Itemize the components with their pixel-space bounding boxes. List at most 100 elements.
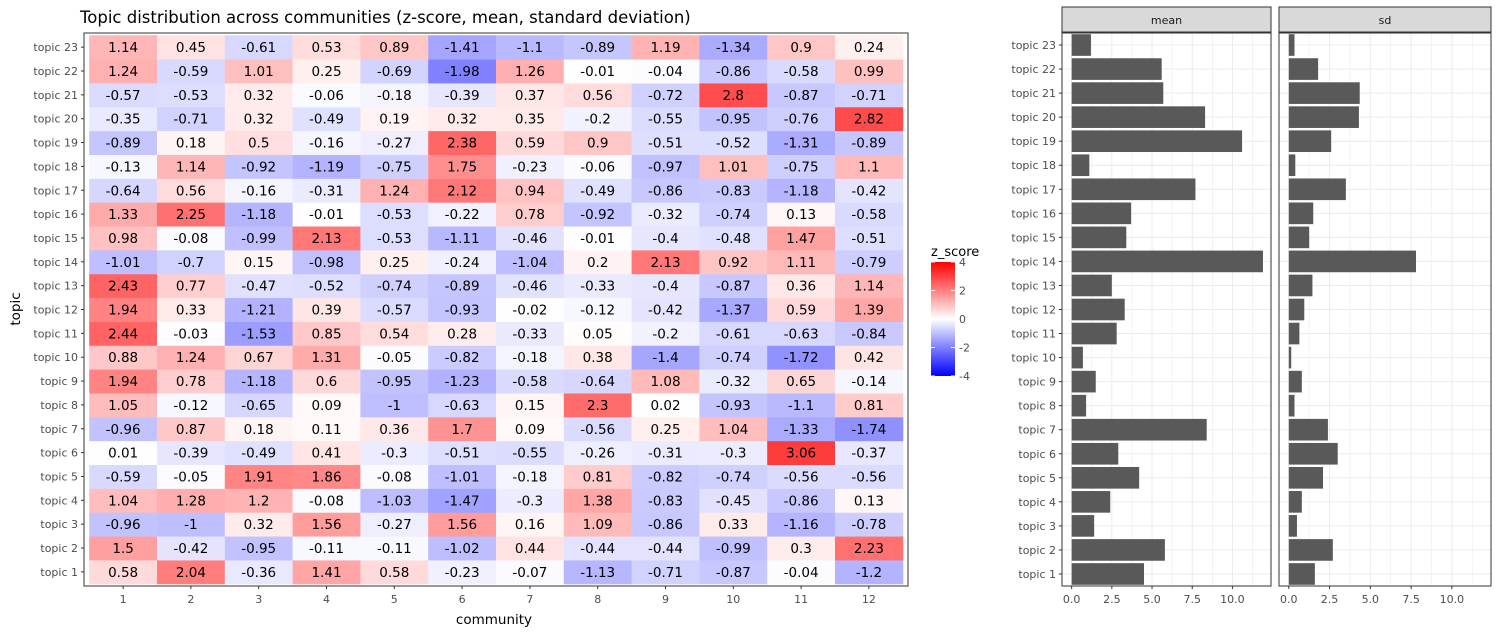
heatmap-cell xyxy=(767,154,836,179)
heatmap-value-label: -0.03 xyxy=(173,326,208,342)
heatmap-value-label: 0.58 xyxy=(108,565,138,581)
heatmap-value-label: 0.25 xyxy=(379,255,409,271)
heatmap-cell xyxy=(360,202,429,227)
heatmap-cell xyxy=(835,249,904,275)
heatmap-cell xyxy=(496,440,565,466)
heatmap-cell xyxy=(89,35,158,60)
heatmap-value-label: -0.46 xyxy=(512,231,547,247)
heatmap-cell xyxy=(563,559,633,585)
x-tick-label: 10.0 xyxy=(1220,593,1245,606)
heatmap-value-label: -1.21 xyxy=(241,303,276,319)
heatmap-value-label: -0.31 xyxy=(648,446,683,462)
heatmap-cell xyxy=(496,273,565,299)
heatmap-cell xyxy=(835,106,904,132)
heatmap-value-label: -1.1 xyxy=(517,40,543,56)
heatmap-cell xyxy=(157,59,226,84)
heatmap-cell xyxy=(835,297,904,322)
heatmap-value-label: -0.89 xyxy=(580,40,615,56)
y-tick-label: topic 21 xyxy=(1011,87,1056,100)
sd-bar xyxy=(1288,322,1300,345)
heatmap-value-label: -0.58 xyxy=(512,374,547,390)
heatmap-value-label: -1.74 xyxy=(851,422,886,438)
heatmap-value-label: -0.18 xyxy=(512,469,547,485)
heatmap-cell xyxy=(563,392,633,418)
heatmap-cell xyxy=(292,249,361,275)
heatmap-value-label: -1.2 xyxy=(856,565,882,581)
heatmap-cell xyxy=(292,536,361,561)
heatmap-cell xyxy=(89,82,158,108)
heatmap-cell xyxy=(699,512,768,537)
x-tick-label: 5.0 xyxy=(1143,593,1161,606)
mean-bar xyxy=(1071,178,1196,201)
heatmap-cell xyxy=(157,416,226,442)
heatmap-value-label: -0.47 xyxy=(241,279,276,295)
heatmap-value-label: -0.97 xyxy=(648,159,683,175)
heatmap-value-label: 0.78 xyxy=(176,374,206,390)
heatmap-cell xyxy=(292,321,361,346)
heatmap-cell xyxy=(157,464,226,489)
heatmap-value-label: -0.61 xyxy=(241,40,276,56)
heatmap-cell xyxy=(224,35,294,60)
heatmap-value-label: -0.82 xyxy=(648,469,683,485)
heatmap-cell xyxy=(224,106,294,132)
heatmap-value-label: 2.38 xyxy=(447,136,477,152)
sd-bar xyxy=(1288,202,1314,225)
heatmap-cell xyxy=(224,82,294,108)
heatmap-value-label: -0.59 xyxy=(173,64,208,80)
heatmap-value-label: -0.89 xyxy=(445,279,480,295)
y-tick-label: topic 20 xyxy=(33,113,78,126)
heatmap-cell xyxy=(89,202,158,227)
y-tick-label: topic 1 xyxy=(40,566,78,579)
heatmap-value-label: -0.22 xyxy=(445,207,480,223)
heatmap-cell xyxy=(563,202,633,227)
heatmap-cell xyxy=(767,464,836,489)
heatmap-cell xyxy=(767,273,836,299)
heatmap-value-label: -0.55 xyxy=(512,446,547,462)
heatmap-value-label: -0.11 xyxy=(309,541,344,557)
heatmap-cell xyxy=(767,369,836,394)
heatmap-cell xyxy=(428,249,497,275)
y-tick-label: topic 23 xyxy=(1011,39,1056,52)
heatmap-value-label: -0.95 xyxy=(377,374,412,390)
heatmap-cell xyxy=(631,130,700,155)
heatmap-value-label: -0.72 xyxy=(648,88,683,104)
heatmap-cell xyxy=(496,392,565,418)
heatmap-cell xyxy=(563,536,633,561)
heatmap-value-label: -0.53 xyxy=(377,231,412,247)
heatmap-value-label: 2.44 xyxy=(108,326,138,342)
heatmap-cell xyxy=(428,559,497,585)
sd-bar xyxy=(1288,442,1338,465)
heatmap-value-label: -0.86 xyxy=(784,493,819,509)
heatmap-value-label: 0.09 xyxy=(515,422,545,438)
heatmap-value-label: -0.92 xyxy=(580,207,615,223)
heatmap-value-label: -1.34 xyxy=(716,40,751,56)
heatmap-value-label: -0.82 xyxy=(445,350,480,366)
heatmap-value-label: -0.3 xyxy=(720,446,746,462)
heatmap-cell xyxy=(767,297,836,322)
heatmap-cell xyxy=(631,82,700,108)
heatmap-value-label: -0.51 xyxy=(851,231,886,247)
heatmap-cell xyxy=(89,249,158,275)
mean-bar xyxy=(1071,250,1263,273)
y-tick-label: topic 12 xyxy=(1011,304,1056,317)
heatmap-value-label: 0.33 xyxy=(176,303,206,319)
heatmap-cell xyxy=(292,178,361,203)
heatmap-cell xyxy=(360,345,429,370)
heatmap-cell xyxy=(157,273,226,299)
heatmap-cell xyxy=(835,226,904,251)
heatmap-value-label: 1.94 xyxy=(108,374,138,390)
heatmap-cell xyxy=(360,178,429,203)
heatmap-cell xyxy=(835,202,904,227)
heatmap-value-label: 2.82 xyxy=(854,112,884,128)
heatmap-value-label: -0.87 xyxy=(784,88,819,104)
heatmap-value-label: 2.8 xyxy=(723,88,744,104)
y-tick-label: topic 17 xyxy=(1011,183,1056,196)
heatmap-value-label: -0.31 xyxy=(309,183,344,199)
mean-bar xyxy=(1071,346,1083,369)
heatmap-value-label: -0.95 xyxy=(241,541,276,557)
heatmap-value-label: -0.01 xyxy=(580,231,615,247)
x-tick-label: 12 xyxy=(862,593,876,606)
heatmap-cell xyxy=(360,321,429,346)
y-axis-title: topic xyxy=(8,292,24,325)
heatmap-value-label: 0.44 xyxy=(515,541,545,557)
